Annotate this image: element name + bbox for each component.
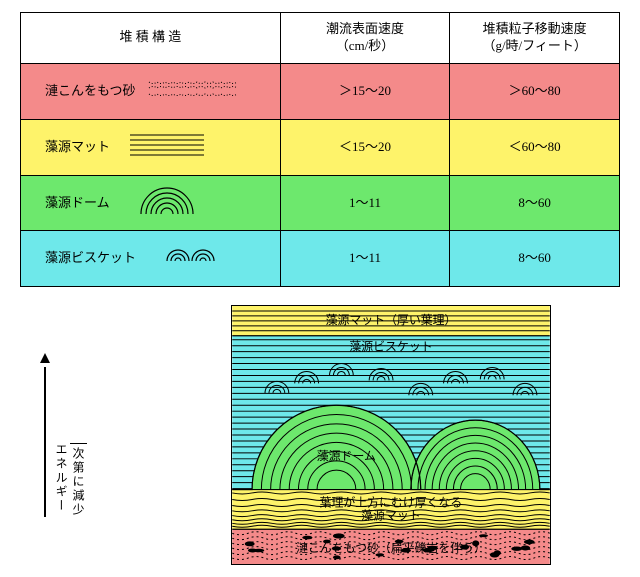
biscuit-icon	[148, 239, 238, 278]
row-label: 藻源ドーム	[45, 195, 110, 212]
lines-icon	[122, 128, 212, 167]
band-label: 藻源マット	[361, 509, 420, 523]
band-label: 藻源マット（厚い葉理）	[326, 313, 457, 327]
table-row: 藻源マット ＜15～20 ＜60～80	[21, 119, 620, 175]
row-velocity: 1～11	[280, 231, 450, 287]
row-velocity: 1～11	[280, 175, 450, 231]
band-label: 漣こんをもつ砂（扁平礫岩を伴う）	[296, 541, 486, 555]
row-label: 藻源マット	[45, 139, 110, 156]
table-row: 藻源ビスケット 1～11 8～60	[21, 231, 620, 287]
band-label: 藻源ドーム	[317, 449, 376, 463]
table-row: 漣こんをもつ砂 ＞15～20 ＞60～80	[21, 63, 620, 119]
row-velocity: ＞15～20	[280, 63, 450, 119]
band-label: 藻源ビスケット	[349, 340, 432, 354]
y-axis: エネルギー 次第に減少	[40, 353, 223, 517]
band-label: 葉理が上方にむけ厚くなる	[320, 496, 463, 510]
th-rate: 堆積粒子移動速度 （g/時/フィート）	[450, 13, 620, 64]
th-velocity: 潮流表面速度 （cm/秒）	[280, 13, 450, 64]
row-rate: ＜60～80	[450, 119, 620, 175]
stratigraphy-diagram: 藻源マット（厚い葉理） 藻源ビスケット藻源ドーム葉理が上方にむけ厚くなる藻源マット…	[231, 305, 551, 565]
row-label: 漣こんをもつ砂	[45, 83, 135, 100]
dome-icon	[122, 184, 212, 223]
table-row: 藻源ドーム 1～11 8～60	[21, 175, 620, 231]
stratigraphy-diagram-wrap: エネルギー 次第に減少 藻源マット（厚い葉理） 藻源ビスケット藻源ドーム葉理が上方…	[40, 305, 628, 565]
row-label: 藻源ビスケット	[45, 250, 136, 267]
row-velocity: ＜15～20	[280, 119, 450, 175]
ripple-icon	[147, 72, 237, 111]
structure-table: 堆 積 構 造 潮流表面速度 （cm/秒） 堆積粒子移動速度 （g/時/フィート…	[20, 12, 620, 287]
y-axis-label-lower: 次第に減少	[70, 443, 87, 517]
row-rate: 8～60	[450, 175, 620, 231]
row-rate: 8～60	[450, 231, 620, 287]
th-structure: 堆 積 構 造	[21, 13, 281, 64]
y-axis-label-upper: エネルギー	[53, 443, 70, 517]
row-rate: ＞60～80	[450, 63, 620, 119]
